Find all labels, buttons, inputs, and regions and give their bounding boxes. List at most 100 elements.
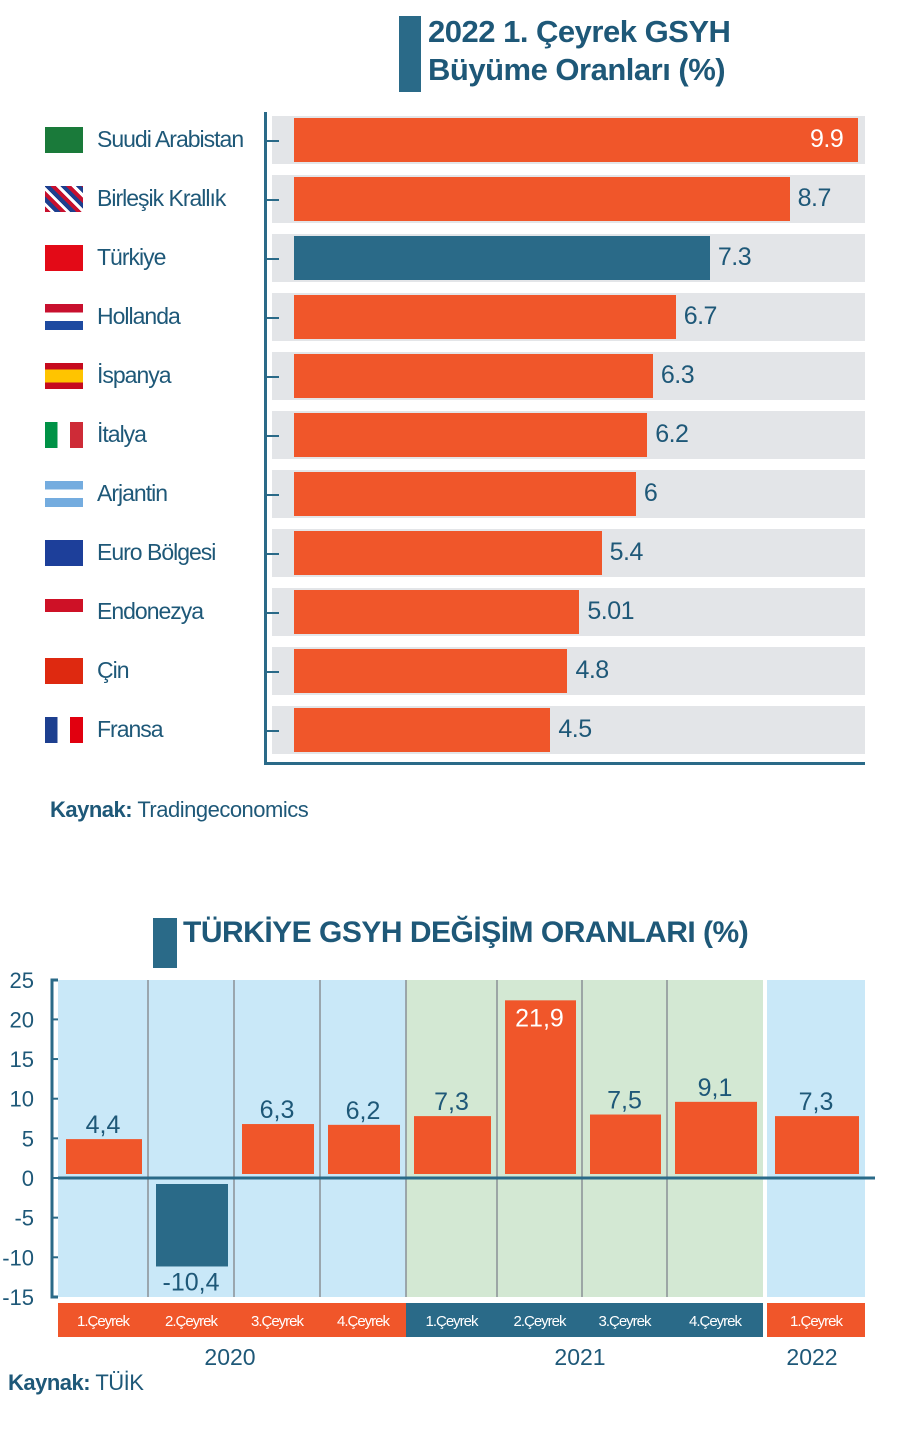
quarter-label: 2.Çeyrek	[165, 1313, 219, 1330]
country-label: Suudi Arabistan	[97, 126, 244, 152]
bar-value-label: 6.2	[655, 420, 689, 448]
bar-value-label: 9,1	[698, 1074, 733, 1102]
country-flag-icon	[45, 245, 83, 271]
quarter-label: 3.Çeyrek	[598, 1313, 652, 1330]
country-label: Euro Bölgesi	[97, 539, 216, 565]
axis-tick	[267, 553, 279, 555]
bar-value-label: 4,4	[86, 1111, 121, 1139]
country-label: Türkiye	[97, 244, 166, 270]
quarter-band	[667, 1303, 763, 1337]
bar	[294, 413, 648, 457]
bar-value-label: 7,3	[434, 1088, 469, 1116]
quarter-label: 3.Çeyrek	[251, 1313, 305, 1330]
country-flag-icon	[45, 540, 83, 566]
y-tick-label: 0	[22, 1166, 34, 1191]
quarter-band	[767, 1303, 865, 1337]
year-label: 2020	[204, 1344, 255, 1370]
bar-value-label: 9.9	[810, 125, 844, 153]
source-label: Kaynak:	[8, 1370, 91, 1395]
bar-value-label: 7.3	[717, 243, 752, 271]
y-tick-label: 5	[22, 1126, 34, 1151]
bar	[294, 295, 676, 339]
title-accent-bar	[399, 16, 421, 92]
y-tick-label: -5	[14, 1206, 34, 1231]
bar	[328, 1124, 400, 1174]
axis-tick	[267, 199, 279, 201]
country-flag-icon	[45, 422, 83, 448]
y-tick-label: -15	[2, 1285, 34, 1310]
country-label: İspanya	[97, 362, 172, 388]
bar	[294, 590, 580, 634]
country-label: İtalya	[97, 421, 147, 447]
chart1-title-line2: Büyüme Oranları (%)	[428, 52, 726, 87]
bar-value-label: 4.8	[575, 656, 609, 684]
quarter-band	[234, 1303, 320, 1337]
axis-tick	[267, 494, 279, 496]
country-label: Çin	[97, 657, 130, 683]
quarter-label: 4.Çeyrek	[337, 1313, 391, 1330]
y-tick-label: 25	[10, 968, 34, 993]
country-flag-icon	[45, 599, 83, 625]
bar	[414, 1116, 491, 1174]
bar	[294, 472, 636, 516]
bar-value-label: 7,5	[607, 1087, 642, 1115]
axis-tick	[267, 376, 279, 378]
bar	[294, 708, 551, 752]
source-name: Tradingeconomics	[137, 797, 309, 822]
country-flag-icon	[45, 363, 83, 389]
country-flag-icon	[45, 186, 83, 212]
bar-value-label: 5.4	[609, 538, 644, 566]
y-tick-label: 10	[10, 1087, 34, 1112]
quarter-band	[320, 1303, 406, 1337]
country-flag-icon	[45, 304, 83, 330]
y-axis-line	[264, 112, 267, 765]
source-label: Kaynak:	[50, 797, 133, 822]
bar-value-label: -10,4	[163, 1268, 220, 1296]
axis-tick	[267, 435, 279, 437]
bar	[675, 1101, 757, 1174]
year-label: 2021	[554, 1344, 605, 1370]
quarter-label: 1.Çeyrek	[77, 1313, 131, 1330]
chart2-title: TÜRKİYE GSYH DEĞİŞİM ORANLARI (%)	[183, 916, 749, 949]
bar-value-label: 6.7	[683, 302, 718, 330]
country-flag-icon	[45, 717, 83, 743]
axis-tick	[267, 258, 279, 260]
chart1-title-line1: 2022 1. Çeyrek GSYH	[428, 14, 731, 49]
bar-value-label: 8.7	[797, 184, 832, 212]
chart2-column-chart: 25 20 15 10 5 0 -5 -10 -15 4,4 1.Çeyrek -10,4 2.Çeyr…	[2, 968, 875, 1370]
axis-tick	[267, 317, 279, 319]
country-label: Hollanda	[97, 303, 181, 329]
axis-tick	[267, 140, 279, 142]
bar	[775, 1116, 859, 1174]
bar	[294, 354, 653, 398]
quarter-band	[148, 1303, 234, 1337]
bar-value-label: 7,3	[799, 1088, 834, 1116]
source-name: TÜİK	[95, 1370, 144, 1395]
bar	[294, 118, 858, 162]
bar-value-label: 4.5	[558, 715, 592, 743]
country-flag-icon	[45, 481, 83, 507]
axis-tick	[267, 730, 279, 732]
country-label: Endonezya	[97, 598, 204, 624]
quarter-label: 4.Çeyrek	[689, 1313, 743, 1330]
country-label: Birleşik Krallık	[97, 185, 226, 211]
bar-value-label: 5.01	[587, 597, 635, 625]
quarter-band	[497, 1303, 582, 1337]
country-flag-icon	[45, 658, 83, 684]
bar	[294, 649, 568, 693]
chart1-source: Kaynak: Tradingeconomics	[50, 797, 309, 823]
bar-value-label: 6,2	[346, 1097, 381, 1125]
y-tick-label: -10	[2, 1245, 34, 1270]
quarter-band	[406, 1303, 497, 1337]
bar	[66, 1139, 142, 1174]
quarter-label: 1.Çeyrek	[790, 1313, 844, 1330]
bar-value-label: 6.3	[660, 361, 695, 389]
x-axis-line	[264, 762, 865, 765]
bar-value-label: 6,3	[260, 1096, 295, 1124]
bar-value-label: 21,9	[515, 1004, 564, 1032]
quarter-label: 1.Çeyrek	[425, 1313, 479, 1330]
quarter-label: 2.Çeyrek	[513, 1313, 567, 1330]
bar	[505, 1000, 576, 1174]
bar	[156, 1184, 228, 1267]
title-accent-bar	[153, 918, 177, 968]
